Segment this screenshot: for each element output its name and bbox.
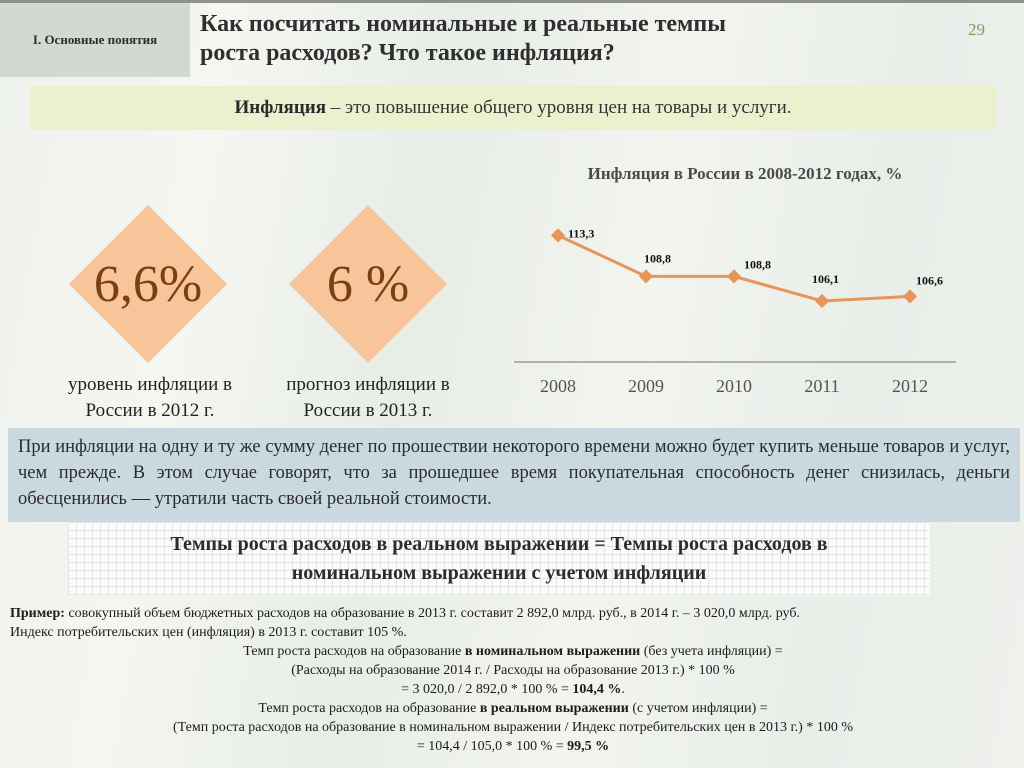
top-rule [0,0,1024,3]
text: . [621,682,625,697]
real-heading: Темп роста расходов на образование в реа… [10,699,1016,718]
x-tick-label: 2009 [628,376,664,396]
nominal-heading: Темп роста расходов на образование в ном… [10,642,1016,661]
formula-box: Темпы роста расходов в реальном выражени… [68,522,930,596]
chart-title: Инфляция в России в 2008-2012 годах, % [587,164,903,183]
text: (с учетом инфляции) = [628,701,768,716]
caption-2013: прогноз инфляции в России в 2013 г. [253,372,483,424]
caption-line: России в 2013 г. [303,400,433,421]
diamond-marker-icon [550,228,566,243]
text-bold: в реальном выражении [479,701,629,716]
data-label: 108,8 [744,257,771,271]
x-tick-label: 2011 [804,376,839,396]
definition-text: – это повышение общего уровня цен на тов… [326,97,792,118]
nominal-calc: = 3 020,0 / 2 892,0 * 100 % = 104,4 %. [10,680,1016,699]
caption-line: России в 2012 г. [85,400,215,421]
inflation-line-chart: 113,3 2008 108,8 2009 108,8 2010 106,1 2011 106,… [514,226,956,396]
example-text: совокупный объем бюджетных расходов на о… [64,606,800,621]
diamond-marker-icon [902,289,918,304]
page-number: 29 [968,20,985,39]
title-line-2: роста расходов? Что такое инфляция? [200,40,615,66]
nominal-result: 104,4 % [572,682,622,697]
example-line-1: Пример: совокупный объем бюджетных расхо… [10,604,1016,623]
data-label: 113,3 [568,226,594,240]
info-box: При инфляции на одну и ту же сумму денег… [8,428,1020,522]
real-formula: (Темп роста расходов на образование в но… [173,720,853,735]
inflation-2013-value: 6 % [326,255,410,313]
diamond-marker-icon [638,269,654,284]
info-text: При инфляции на одну и ту же сумму денег… [18,437,1010,509]
section-box: I. Основные понятия [0,3,190,77]
title-line-1: Как посчитать номинальные и реальные тем… [200,11,726,37]
real-result: 99,5 % [567,739,610,754]
text: (без учета инфляции) = [640,644,783,659]
x-tick-label: 2012 [892,376,928,396]
inflation-2012-value: 6,6% [93,255,203,313]
caption-2012: уровень инфляции в России в 2012 г. [35,372,265,424]
data-label: 106,1 [812,272,839,286]
text: Темп роста расходов на образование [243,644,465,659]
example-label: Пример: [10,606,65,621]
nominal-formula: (Расходы на образование 2014 г. / Расход… [291,663,735,678]
caption-line: прогноз инфляции в [286,374,450,395]
formula-line-2: номинальном выражении с учетом инфляции [291,562,707,584]
diamond-marker-icon [814,293,830,309]
highlight-2012: 6,6% [68,204,228,364]
data-label: 108,8 [644,251,671,265]
definition-bar: Инфляция – это повышение общего уровня ц… [30,86,996,130]
text: = 3 020,0 / 2 892,0 * 100 % = [401,682,573,697]
data-label: 106,6 [916,273,943,287]
x-tick-label: 2010 [716,376,752,396]
section-label: I. Основные понятия [32,32,158,47]
caption-line: уровень инфляции в [68,374,232,395]
example-line-2: Индекс потребительских цен (инфляция) в … [10,625,407,640]
text: Темп роста расходов на образование [258,701,480,716]
formula-line-1: Темпы роста расходов в реальном выражени… [170,533,828,555]
series-line [557,234,911,303]
definition-term: Инфляция [234,97,326,118]
real-calc: = 104,4 / 105,0 * 100 % = 99,5 % [10,737,1016,756]
x-tick-label: 2008 [540,376,576,396]
text-bold: в номинальном выражении [464,644,641,659]
text: = 104,4 / 105,0 * 100 % = [416,739,568,754]
slide-title: Как посчитать номинальные и реальные тем… [200,10,900,68]
highlight-2013: 6 % [288,204,448,364]
example-block: Пример: совокупный объем бюджетных расхо… [10,604,1016,756]
diamond-marker-icon [726,269,742,284]
